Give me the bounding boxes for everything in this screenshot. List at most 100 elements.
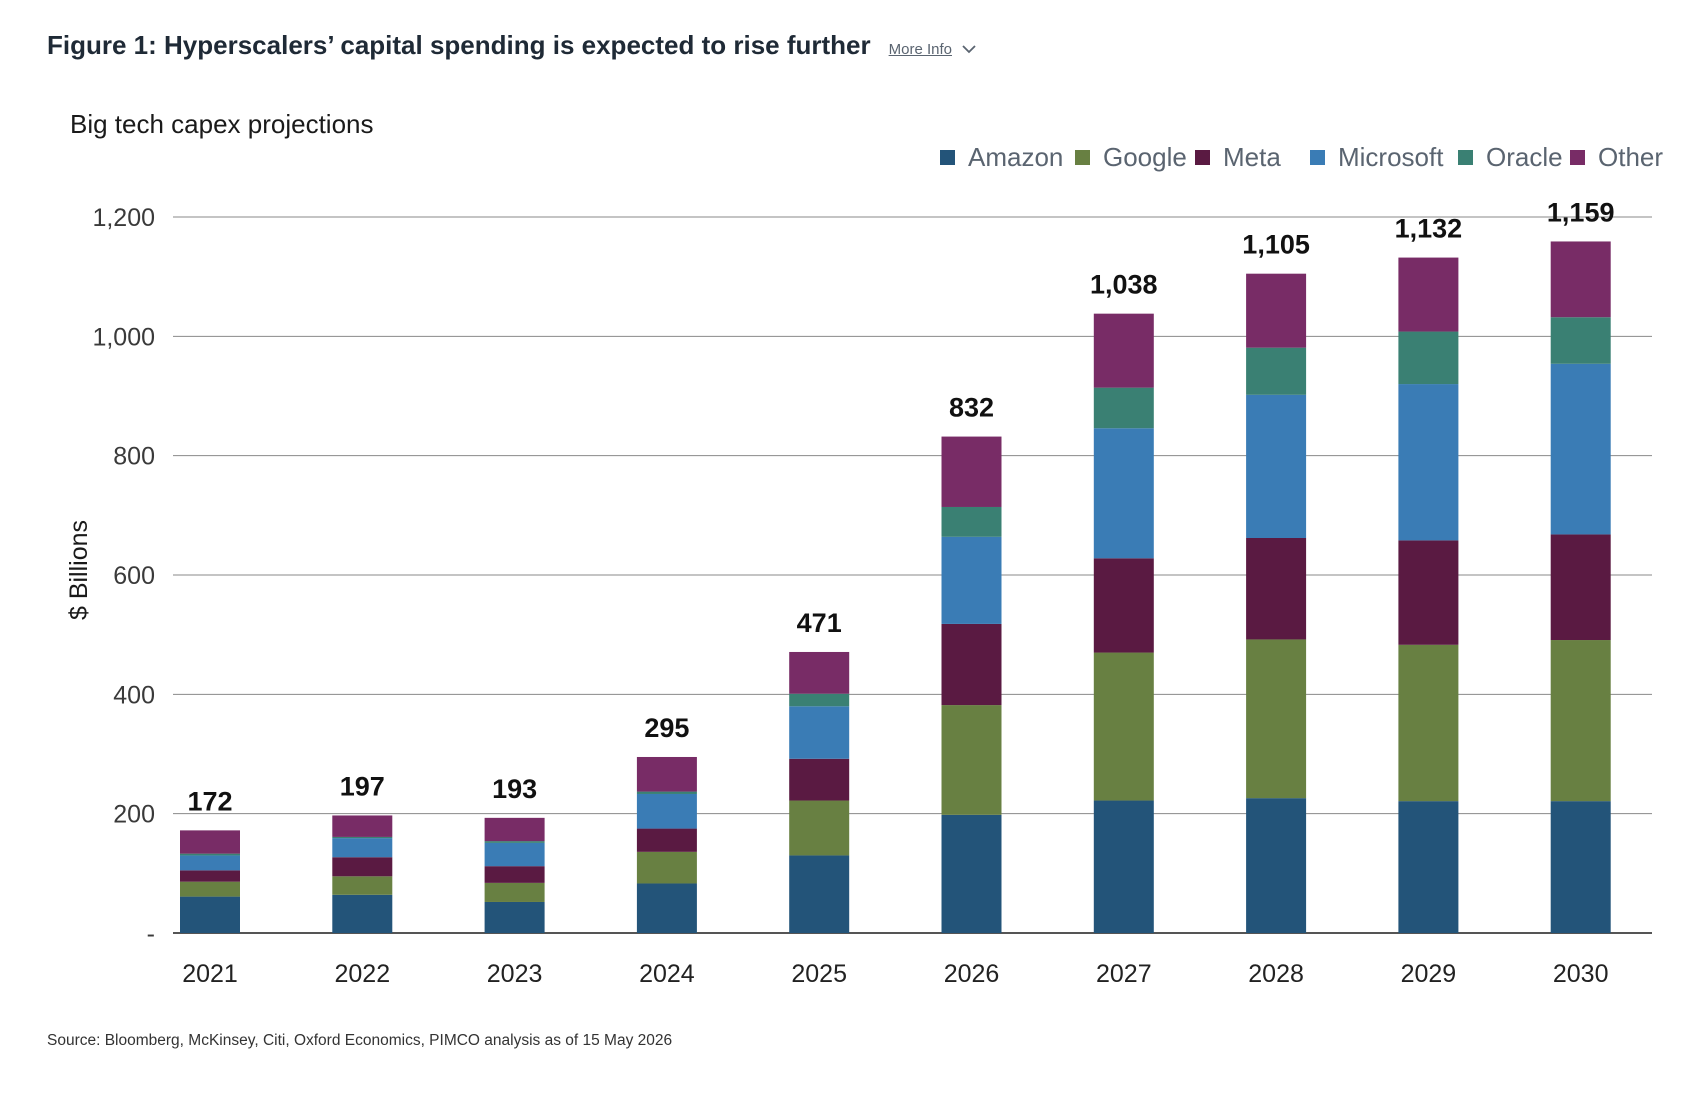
bar-segment-meta <box>1246 538 1307 640</box>
bar-segment-microsoft <box>332 838 393 858</box>
more-info-button[interactable]: More Info <box>889 41 976 59</box>
bar-segment-google <box>332 876 393 895</box>
y-tick-label: 1,200 <box>92 204 155 232</box>
bar-total-label: 1,159 <box>1547 197 1615 227</box>
bar-segment-other <box>789 651 850 694</box>
bar-segment-oracle <box>484 841 545 843</box>
legend-label-other: Other <box>1598 142 1663 172</box>
figure-title: Figure 1: Hyperscalers’ capital spending… <box>47 30 871 60</box>
bar-segment-meta <box>180 870 240 882</box>
bar-segment-amazon <box>332 894 393 933</box>
legend-label-google: Google <box>1103 142 1187 172</box>
bar-segment-google <box>789 800 850 856</box>
legend-swatch-microsoft <box>1310 150 1325 165</box>
bar-segment-meta <box>332 857 393 877</box>
bar-segment-google <box>484 882 545 902</box>
source-note: Source: Bloomberg, McKinsey, Citi, Oxfor… <box>47 1032 673 1049</box>
bar-segment-microsoft <box>1246 394 1307 539</box>
bar-segment-google <box>1246 639 1307 799</box>
bar-total-label: 193 <box>492 774 537 804</box>
more-info-label: More Info <box>888 41 952 58</box>
bar-segment-amazon <box>1398 801 1459 933</box>
bar-segment-meta <box>484 866 545 883</box>
bar-segment-meta <box>1093 558 1154 653</box>
bar-segment-amazon <box>180 896 240 933</box>
bar-segment-other <box>1398 257 1459 332</box>
bar-segment-microsoft <box>789 706 850 759</box>
legend-label-oracle: Oracle <box>1486 142 1563 172</box>
bar-segment-amazon <box>484 901 545 933</box>
y-tick-label: 1,000 <box>92 323 155 351</box>
bar-segment-microsoft <box>484 842 545 867</box>
bar-segment-amazon <box>789 855 850 933</box>
x-tick-label: 2021 <box>182 960 238 988</box>
bar-segment-other <box>636 756 697 792</box>
legend-swatch-meta <box>1195 150 1210 165</box>
bar-segment-microsoft <box>941 536 1002 624</box>
bar-total-label: 471 <box>797 608 842 638</box>
bar-segment-other <box>484 817 545 842</box>
bar-segment-amazon <box>1093 800 1154 933</box>
x-tick-label: 2023 <box>487 960 543 988</box>
legend-swatch-oracle <box>1458 150 1473 165</box>
legend-swatch-google <box>1075 150 1090 165</box>
bar-segment-other <box>1093 313 1154 388</box>
bar-segment-other <box>180 830 240 854</box>
legend-swatch-other <box>1570 150 1585 165</box>
y-axis-label: $ Billions <box>65 520 93 620</box>
x-tick-label: 2024 <box>639 960 695 988</box>
bar-segment-meta <box>789 758 850 801</box>
y-tick-label: 600 <box>113 562 155 590</box>
chart-container: Big tech capex projections - 200 400 600 800 1… <box>0 90 1690 1020</box>
bar-segment-meta <box>636 828 697 852</box>
bar-segment-amazon <box>1246 798 1307 933</box>
bar-segment-microsoft <box>180 855 240 871</box>
bar-segment-oracle <box>332 836 393 839</box>
y-tick-label: 200 <box>113 801 155 829</box>
x-tick-label: 2022 <box>334 960 390 988</box>
bar-total-label: 1,038 <box>1090 270 1158 300</box>
bar-segment-microsoft <box>1550 363 1611 535</box>
bar-total-label: 832 <box>949 393 994 423</box>
capex-chart: Big tech capex projections - 200 400 600 800 1… <box>65 109 1663 988</box>
bar-total-label: 1,105 <box>1242 230 1310 260</box>
bar-segment-oracle <box>1398 331 1459 385</box>
bar-segment-oracle <box>636 791 697 794</box>
bar-segment-oracle <box>941 506 1002 537</box>
bar-total-label: 172 <box>187 786 232 816</box>
legend-swatch-amazon <box>940 150 955 165</box>
bar-segment-google <box>1550 640 1611 802</box>
bar-segment-other <box>1246 273 1307 348</box>
bar-segment-oracle <box>789 693 850 707</box>
bar-total-label: 295 <box>644 713 689 743</box>
x-tick-label: 2025 <box>791 960 847 988</box>
x-tick-label: 2026 <box>944 960 1000 988</box>
x-tick-label: 2028 <box>1248 960 1304 988</box>
bar-total-label: 197 <box>340 771 385 801</box>
bar-segment-meta <box>1550 534 1611 641</box>
x-tick-label: 2030 <box>1553 960 1609 988</box>
bar-segment-google <box>1398 644 1459 802</box>
figure-header: Figure 1: Hyperscalers’ capital spending… <box>47 30 976 61</box>
bar-segment-microsoft <box>1398 384 1459 541</box>
bar-segment-other <box>1550 241 1611 318</box>
bar-segment-google <box>1093 652 1154 801</box>
bar-segment-google <box>941 705 1002 815</box>
bar-segment-meta <box>1398 540 1459 645</box>
y-tick-label: - <box>147 920 155 948</box>
bar-segment-microsoft <box>636 793 697 829</box>
bar-segment-oracle <box>1246 347 1307 395</box>
bar-total-label: 1,132 <box>1395 214 1463 244</box>
bar-segment-oracle <box>180 853 240 856</box>
bar-segment-google <box>636 851 697 884</box>
bar-segment-oracle <box>1550 317 1611 364</box>
bar-segment-microsoft <box>1093 428 1154 559</box>
chart-subtitle: Big tech capex projections <box>70 109 374 139</box>
bar-segment-amazon <box>941 814 1002 933</box>
legend-label-meta: Meta <box>1223 142 1281 172</box>
bar-segment-other <box>332 815 393 837</box>
legend-label-amazon: Amazon <box>968 142 1063 172</box>
bar-segment-oracle <box>1093 387 1154 429</box>
bar-segment-other <box>941 436 1002 507</box>
legend-label-microsoft: Microsoft <box>1338 142 1444 172</box>
